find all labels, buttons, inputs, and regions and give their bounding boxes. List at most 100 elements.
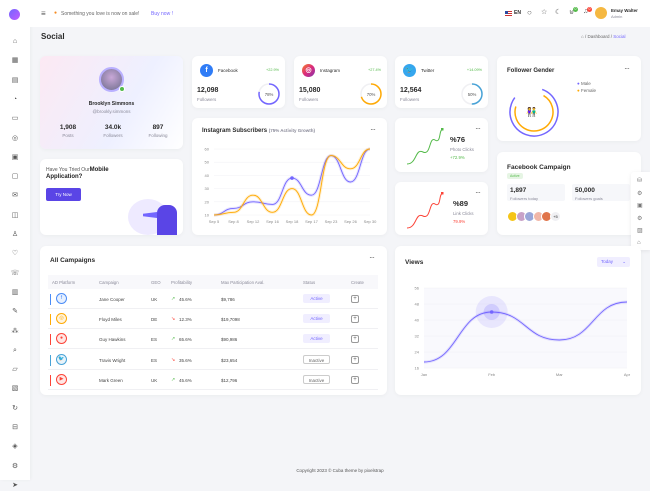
click-change: 79.9%	[453, 219, 465, 224]
box-icon[interactable]: ▣	[637, 202, 643, 209]
logo[interactable]	[9, 9, 20, 20]
click-value: %76	[450, 135, 465, 144]
y-tick-label: 40	[205, 173, 210, 178]
star-icon[interactable]: ☆	[541, 8, 547, 16]
sidebar-cart-icon[interactable]: ⊟	[10, 423, 20, 433]
click-value: %89	[453, 199, 468, 208]
sidebar-box-icon[interactable]: ▣	[10, 153, 20, 163]
language-selector[interactable]: EN	[514, 10, 521, 16]
sidebar-settings-icon[interactable]: ⚙	[10, 462, 20, 472]
campaign-profit: 45.6%	[179, 297, 192, 302]
breadcrumb-social: Social	[613, 34, 625, 39]
sidebar-ticket-icon[interactable]: ▧	[10, 384, 20, 394]
campaign-max: $19,7098	[221, 317, 240, 322]
column-header: Create	[351, 280, 364, 285]
paint-icon[interactable]: ⛁	[637, 177, 642, 184]
sidebar-form-icon[interactable]: ▥	[10, 288, 20, 298]
photo-clicks-card: ··· %76 Photo Clicks +72.9%	[395, 118, 488, 172]
fire-icon: ●	[54, 10, 57, 16]
y-tick-label: 50	[205, 160, 210, 165]
sidebar-chat-icon[interactable]: ◎	[10, 134, 20, 144]
sidebar-project-icon[interactable]: ◔	[10, 95, 20, 105]
row-accent	[50, 314, 51, 325]
gear-icon[interactable]: ⚙	[637, 190, 642, 197]
table-row: ▶ Mark Green UK ↗ 45.6% $12,796 Inactive…	[48, 370, 378, 390]
y-tick-label: 16	[415, 366, 420, 371]
x-tick-label: Sep 26	[344, 219, 357, 224]
fb-campaign-title: Facebook Campaign	[507, 164, 571, 171]
building-icon[interactable]: ⌂	[637, 240, 641, 246]
create-button[interactable]: +	[351, 315, 359, 323]
page-title: Social	[41, 32, 65, 41]
create-button[interactable]: +	[351, 376, 359, 384]
woman-illustration	[157, 205, 177, 235]
sidebar-social-icon[interactable]: ◈	[10, 442, 20, 452]
sidebar-file-icon[interactable]: ▭	[10, 114, 20, 124]
moon-icon[interactable]: ☾	[555, 8, 561, 16]
y-tick-label: 60	[205, 147, 210, 152]
x-tick-label: Sep 17	[305, 219, 318, 224]
trend-up-icon: ↗	[171, 296, 175, 302]
promo-link[interactable]: Buy now !	[151, 11, 173, 17]
sidebar-mail-icon[interactable]: ✉	[10, 191, 20, 201]
sidebar-shapes-icon[interactable]: ⁂	[10, 327, 20, 337]
sidebar-widgets-icon[interactable]: ▦	[10, 56, 20, 66]
x-tick-label: Feb	[488, 372, 496, 377]
sidebar-layout-icon[interactable]: ▤	[10, 76, 20, 86]
sidebar-home-icon[interactable]: ⌂	[10, 37, 20, 47]
followers-goals-value: 50,000	[575, 187, 595, 194]
header: ≡ ● Something you love is now on sale! B…	[30, 0, 650, 27]
trend-down-icon: ↘	[171, 316, 175, 322]
more-avatars-count[interactable]: +5	[550, 211, 561, 222]
try-now-button[interactable]: Try Now	[46, 188, 81, 201]
y-tick-label: 40	[415, 318, 420, 323]
user-role[interactable]: Admin	[611, 14, 622, 19]
home-icon[interactable]: ⌂	[581, 34, 584, 39]
status-badge: Inactive	[303, 355, 330, 364]
sidebar-refresh-icon[interactable]: ↻	[10, 404, 20, 414]
more-options-icon[interactable]: ···	[475, 188, 480, 197]
social-growth: +14.09%	[467, 68, 482, 72]
sidebar-users-icon[interactable]: ♙	[10, 230, 20, 240]
status-badge: Active	[303, 314, 330, 323]
x-tick-label: Mar	[556, 372, 564, 377]
avatar[interactable]	[595, 7, 607, 19]
more-options-icon[interactable]: ···	[624, 64, 629, 73]
social-growth: +27.4%	[368, 68, 381, 72]
campaign-profit: 12.3%	[179, 317, 192, 322]
sidebar-edit-icon[interactable]: ✎	[10, 307, 20, 317]
y-tick-label: 48	[415, 302, 420, 307]
series-glow	[214, 149, 370, 215]
us-flag-icon[interactable]	[505, 11, 512, 16]
sidebar-table-icon[interactable]: ▢	[10, 172, 20, 182]
sparkline	[405, 190, 445, 230]
sidebar-send-icon[interactable]: ➤	[10, 481, 20, 491]
instagram-icon: ◎	[56, 313, 67, 324]
click-change: +72.9%	[450, 155, 465, 160]
menu-toggle-icon[interactable]: ≡	[41, 9, 46, 18]
sidebar-calendar-icon[interactable]: ◫	[10, 211, 20, 221]
create-button[interactable]: +	[351, 356, 359, 364]
x-tick-label: Apr	[624, 372, 631, 377]
sidebar-heart-icon[interactable]: ♡	[10, 249, 20, 259]
cog-icon[interactable]: ⚙	[637, 215, 642, 222]
breadcrumb-dashboard[interactable]: Dashboard	[587, 34, 609, 39]
cart-badge: 0	[573, 7, 578, 12]
sidebar-folder-icon[interactable]: ▱	[10, 365, 20, 375]
sidebar-phone-icon[interactable]: ☏	[10, 269, 20, 279]
legend-male: ● Male	[577, 81, 591, 86]
user-name[interactable]: Emay Walter	[611, 8, 638, 13]
image-icon[interactable]: ▨	[637, 227, 643, 234]
highlight-point	[290, 176, 294, 180]
sidebar-search-icon[interactable]: ⌕	[10, 346, 20, 356]
x-tick-label: Sep 8	[228, 219, 239, 224]
create-button[interactable]: +	[351, 335, 359, 343]
search-icon[interactable]: ○	[527, 8, 532, 17]
plot-background	[424, 288, 627, 368]
create-button[interactable]: +	[351, 295, 359, 303]
more-options-icon[interactable]: ···	[369, 253, 374, 262]
more-options-icon[interactable]: ···	[475, 124, 480, 133]
social-followers-label: Followers	[299, 97, 318, 102]
breadcrumb: ⌂ / Dashboard / Social	[581, 34, 626, 39]
